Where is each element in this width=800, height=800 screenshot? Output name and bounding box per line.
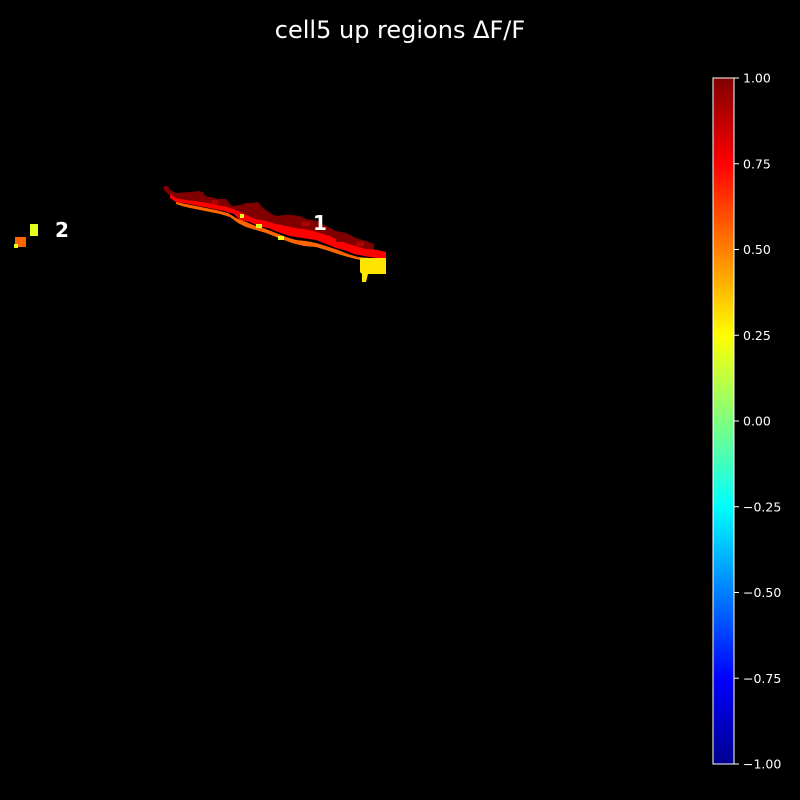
region-2-patch — [30, 224, 38, 236]
colorbar-tick-label: −0.50 — [743, 585, 781, 600]
colorbar-tick-label: 0.25 — [743, 328, 771, 343]
image-area: 1 2 — [14, 186, 386, 282]
region-1-pixel — [212, 200, 218, 204]
region-1-pixel — [240, 214, 244, 218]
colorbar-tick-label: 0.50 — [743, 242, 771, 257]
colorbar-gradient — [713, 78, 734, 764]
colorbar-tick-label: −0.75 — [743, 671, 781, 686]
region-2-patch — [15, 237, 26, 247]
region-1 — [164, 186, 386, 282]
colorbar-ticks: 1.00 0.75 0.50 0.25 0.00 −0.25 −0.50 −0.75 −1.00 — [734, 71, 781, 772]
region-2 — [14, 224, 38, 248]
colorbar-tick-label: 0.00 — [743, 414, 771, 429]
region-1-tail — [360, 258, 386, 282]
region-1-pixel — [196, 192, 204, 200]
colorbar-tick-label: −1.00 — [743, 757, 781, 772]
chart-title: cell5 up regions ΔF/F — [275, 16, 525, 44]
region-2-patch — [14, 244, 18, 248]
region-1-edge-band — [176, 202, 384, 262]
region-1-pixel — [256, 224, 262, 228]
colorbar-tick-label: 1.00 — [743, 71, 771, 86]
region-1-pixel — [290, 216, 300, 224]
colorbar: 1.00 0.75 0.50 0.25 0.00 −0.25 −0.50 −0.75 −1.00 — [712, 71, 781, 772]
region-1-pixel — [356, 242, 364, 246]
region-1-pixel — [336, 234, 348, 242]
region-1-pixel — [252, 204, 260, 212]
region-1-pixel — [278, 236, 284, 240]
region-label-2: 2 — [55, 218, 69, 242]
region-label-1: 1 — [313, 211, 327, 235]
colorbar-tick-label: −0.25 — [743, 499, 781, 514]
colorbar-tick-label: 0.75 — [743, 156, 771, 171]
region-1-warm-band — [170, 194, 386, 258]
region-1-pixel — [302, 222, 310, 226]
